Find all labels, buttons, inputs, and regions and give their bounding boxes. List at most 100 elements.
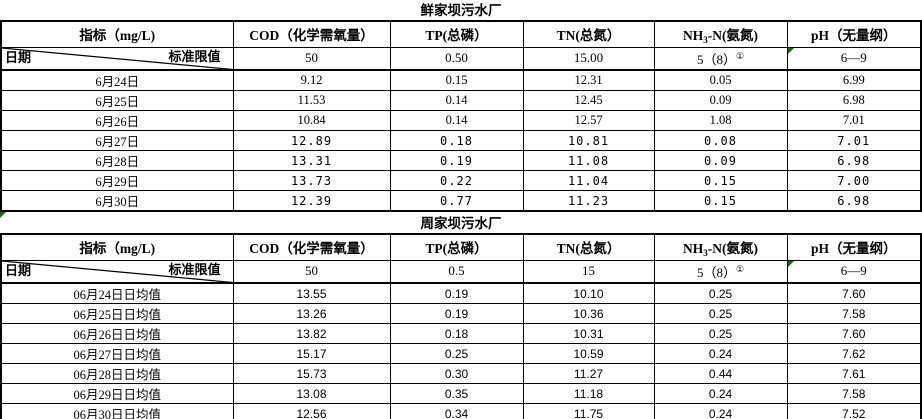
value-cell[interactable]: 1.08 [653, 110, 788, 131]
value-cell[interactable]: 0.44 [653, 363, 788, 384]
date-cell[interactable]: 06月24日日均值 [0, 282, 234, 304]
date-indicator-corner-cell[interactable]: 日期 标准限值 [0, 46, 234, 71]
value-cell[interactable]: 12.39 [232, 190, 391, 212]
value-cell[interactable]: 0.15 [653, 170, 788, 191]
tp-header-cell[interactable]: TP(总磷） [389, 233, 524, 261]
nh3n-limit-cell[interactable]: 5（8）① [653, 46, 788, 71]
value-cell[interactable]: 0.08 [653, 130, 788, 151]
value-cell[interactable]: 0.35 [389, 383, 524, 404]
date-cell[interactable]: 06月26日日均值 [0, 323, 234, 344]
value-cell[interactable]: 13.82 [232, 323, 391, 344]
value-cell[interactable]: 0.24 [653, 383, 788, 404]
ph-limit-cell[interactable]: 6—9 [786, 46, 922, 71]
tn-header-cell[interactable]: TN(总氮） [522, 233, 655, 261]
value-cell[interactable]: 12.45 [522, 90, 655, 111]
date-cell[interactable]: 06月28日日均值 [0, 363, 234, 384]
value-cell[interactable]: 0.09 [653, 150, 788, 171]
value-cell[interactable]: 12.56 [232, 403, 391, 419]
value-cell[interactable]: 0.14 [389, 110, 524, 131]
value-cell[interactable]: 6.99 [786, 69, 922, 91]
value-cell[interactable]: 11.75 [522, 403, 655, 419]
date-cell[interactable]: 06月29日日均值 [0, 383, 234, 404]
value-cell[interactable]: 11.08 [522, 150, 655, 171]
value-cell[interactable]: 7.60 [786, 282, 922, 304]
value-cell[interactable]: 6.98 [786, 90, 922, 111]
date-cell[interactable]: 6月30日 [0, 190, 234, 212]
value-cell[interactable]: 7.52 [786, 403, 922, 419]
value-cell[interactable]: 6.98 [786, 150, 922, 171]
value-cell[interactable]: 7.58 [786, 383, 922, 404]
value-cell[interactable]: 10.84 [232, 110, 391, 131]
value-cell[interactable]: 9.12 [232, 69, 391, 91]
value-cell[interactable]: 0.09 [653, 90, 788, 111]
value-cell[interactable]: 0.25 [653, 282, 788, 304]
value-cell[interactable]: 11.23 [522, 190, 655, 212]
date-cell[interactable]: 6月29日 [0, 170, 234, 191]
nh3n-limit-cell[interactable]: 5（8）① [653, 259, 788, 284]
tp-limit-cell[interactable]: 0.5 [389, 259, 524, 284]
value-cell[interactable]: 11.04 [522, 170, 655, 191]
plant-title-zhoujiaba[interactable]: 周家坝污水厂 [0, 212, 922, 233]
value-cell[interactable]: 11.53 [232, 90, 391, 111]
value-cell[interactable]: 10.36 [522, 303, 655, 324]
value-cell[interactable]: 0.77 [389, 190, 524, 212]
date-cell[interactable]: 6月25日 [0, 90, 234, 111]
value-cell[interactable]: 0.19 [389, 282, 524, 304]
value-cell[interactable]: 10.10 [522, 282, 655, 304]
value-cell[interactable]: 0.22 [389, 170, 524, 191]
value-cell[interactable]: 0.30 [389, 363, 524, 384]
nh3n-header-cell[interactable]: NH3-N(氨氮) [653, 20, 788, 48]
tn-limit-cell[interactable]: 15.00 [522, 46, 655, 71]
value-cell[interactable]: 0.25 [653, 303, 788, 324]
value-cell[interactable]: 10.59 [522, 343, 655, 364]
value-cell[interactable]: 13.26 [232, 303, 391, 324]
date-cell[interactable]: 06月27日日均值 [0, 343, 234, 364]
value-cell[interactable]: 7.61 [786, 363, 922, 384]
value-cell[interactable]: 13.73 [232, 170, 391, 191]
ph-header-cell[interactable]: pH（无量纲） [786, 233, 922, 261]
cod-limit-cell[interactable]: 50 [232, 259, 391, 284]
value-cell[interactable]: 13.55 [232, 282, 391, 304]
value-cell[interactable]: 7.01 [786, 110, 922, 131]
value-cell[interactable]: 0.15 [389, 69, 524, 91]
ph-limit-cell[interactable]: 6—9 [786, 259, 922, 284]
date-cell[interactable]: 6月27日 [0, 130, 234, 151]
value-cell[interactable]: 0.15 [653, 190, 788, 212]
value-cell[interactable]: 15.73 [232, 363, 391, 384]
value-cell[interactable]: 7.01 [786, 130, 922, 151]
value-cell[interactable]: 0.18 [389, 130, 524, 151]
value-cell[interactable]: 12.57 [522, 110, 655, 131]
cod-limit-cell[interactable]: 50 [232, 46, 391, 71]
plant-title-xianjiaba[interactable]: 鲜家坝污水厂 [0, 0, 922, 20]
date-cell[interactable]: 6月24日 [0, 69, 234, 91]
value-cell[interactable]: 0.24 [653, 343, 788, 364]
value-cell[interactable]: 7.62 [786, 343, 922, 364]
tn-header-cell[interactable]: TN(总氮） [522, 20, 655, 48]
date-cell[interactable]: 6月28日 [0, 150, 234, 171]
value-cell[interactable]: 0.05 [653, 69, 788, 91]
cod-header-cell[interactable]: COD（化学需氧量） [232, 20, 391, 48]
value-cell[interactable]: 11.18 [522, 383, 655, 404]
value-cell[interactable]: 13.31 [232, 150, 391, 171]
tp-header-cell[interactable]: TP(总磷） [389, 20, 524, 48]
value-cell[interactable]: 0.34 [389, 403, 524, 419]
value-cell[interactable]: 10.81 [522, 130, 655, 151]
value-cell[interactable]: 0.24 [653, 403, 788, 419]
value-cell[interactable]: 10.31 [522, 323, 655, 344]
value-cell[interactable]: 0.18 [389, 323, 524, 344]
value-cell[interactable]: 7.58 [786, 303, 922, 324]
value-cell[interactable]: 6.98 [786, 190, 922, 212]
date-indicator-corner-cell[interactable]: 日期 标准限值 [0, 259, 234, 284]
date-cell[interactable]: 06月30日日均值 [0, 403, 234, 419]
value-cell[interactable]: 11.27 [522, 363, 655, 384]
indicator-header-cell[interactable]: 指标（mg/L) [0, 20, 234, 48]
value-cell[interactable]: 0.19 [389, 303, 524, 324]
indicator-header-cell[interactable]: 指标（mg/L) [0, 233, 234, 261]
value-cell[interactable]: 0.19 [389, 150, 524, 171]
value-cell[interactable]: 0.25 [653, 323, 788, 344]
tp-limit-cell[interactable]: 0.50 [389, 46, 524, 71]
value-cell[interactable]: 12.31 [522, 69, 655, 91]
date-cell[interactable]: 06月25日日均值 [0, 303, 234, 324]
ph-header-cell[interactable]: pH（无量纲） [786, 20, 922, 48]
value-cell[interactable]: 0.25 [389, 343, 524, 364]
